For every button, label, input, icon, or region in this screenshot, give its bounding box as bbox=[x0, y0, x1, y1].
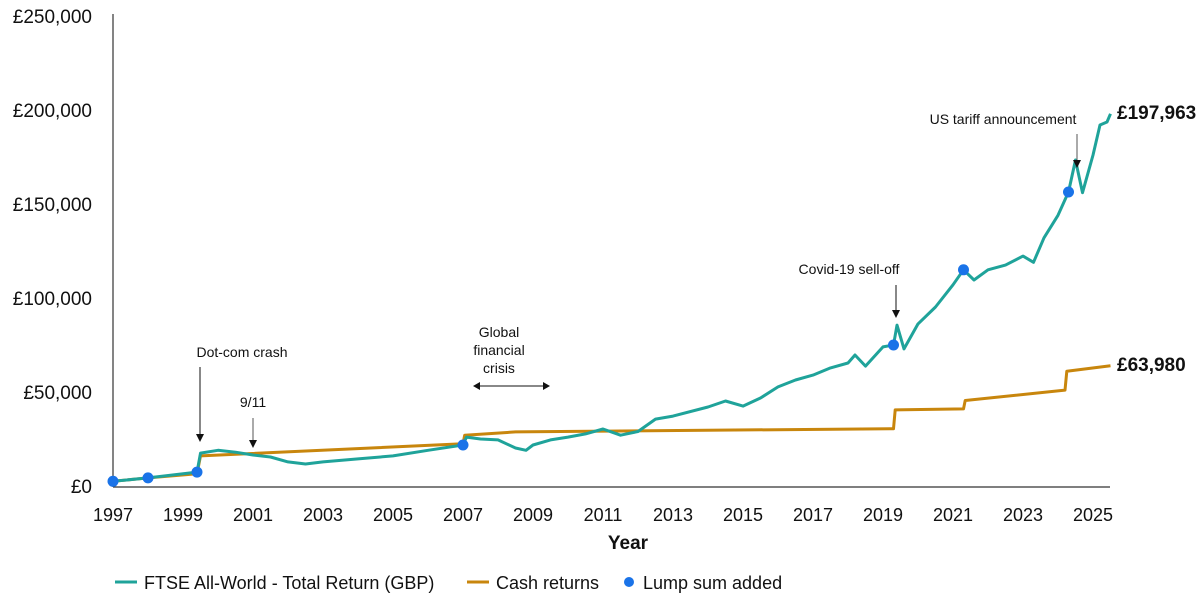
annotation-tariff: US tariff announcement bbox=[930, 111, 1077, 127]
lump-sum-marker bbox=[1063, 186, 1074, 198]
arrow-dotcom bbox=[196, 367, 204, 442]
series-line-ftse bbox=[112, 113, 1112, 483]
x-axis-title: Year bbox=[608, 533, 649, 554]
x-tick-label: 2013 bbox=[653, 505, 693, 525]
annotation-covid: Covid-19 sell-off bbox=[799, 261, 900, 277]
lump-sum-marker bbox=[191, 466, 203, 478]
x-tick-label: 2009 bbox=[513, 505, 553, 525]
arrow-tariff bbox=[1073, 134, 1081, 168]
x-tick-label: 2017 bbox=[793, 505, 833, 525]
annotation-dotcom: Dot-com crash bbox=[196, 344, 287, 360]
y-tick-label: £100,000 bbox=[13, 289, 92, 310]
y-tick-label: £50,000 bbox=[23, 383, 92, 404]
legend: FTSE All-World - Total Return (GBP) Cash… bbox=[115, 573, 782, 593]
y-tick-label: £250,000 bbox=[13, 7, 92, 28]
x-tick-label: 2021 bbox=[933, 505, 973, 525]
lump-sum-marker bbox=[457, 439, 469, 451]
x-tick-label: 2011 bbox=[584, 505, 623, 525]
x-tick-label: 2005 bbox=[373, 505, 413, 525]
lump-sum-marker bbox=[142, 472, 154, 484]
arrow-911 bbox=[249, 418, 257, 448]
x-tick-label: 2007 bbox=[443, 505, 483, 525]
annotation-911: 9/11 bbox=[240, 394, 266, 410]
y-tick-label: £150,000 bbox=[13, 195, 92, 216]
y-tick-label: £0 bbox=[71, 477, 92, 498]
double-arrow-gfc bbox=[473, 382, 550, 390]
annotation-gfc-line1: Global bbox=[479, 324, 519, 340]
annotation-gfc-line2: financial bbox=[473, 342, 524, 358]
legend-swatch-lump-sum bbox=[624, 577, 634, 587]
x-tick-label: 2003 bbox=[303, 505, 343, 525]
annotation-gfc-line3: crisis bbox=[483, 360, 515, 376]
x-tick-label: 2023 bbox=[1003, 505, 1043, 525]
end-label-ftse: £197,963 bbox=[1117, 103, 1196, 124]
x-tick-label: 1999 bbox=[163, 505, 203, 525]
lump-sum-marker bbox=[107, 475, 119, 487]
lump-sum-marker bbox=[888, 339, 899, 351]
x-tick-label: 2019 bbox=[863, 505, 903, 525]
y-tick-label: £200,000 bbox=[13, 101, 92, 122]
end-label-cash: £63,980 bbox=[1117, 355, 1186, 376]
series-line-cash bbox=[112, 364, 1111, 483]
legend-label-ftse: FTSE All-World - Total Return (GBP) bbox=[144, 573, 434, 593]
legend-label-cash: Cash returns bbox=[496, 573, 599, 593]
x-tick-label: 2001 bbox=[233, 505, 273, 525]
lump-sum-marker bbox=[958, 264, 969, 276]
x-tick-label: 1997 bbox=[93, 505, 133, 525]
x-tick-label: 2025 bbox=[1073, 505, 1113, 525]
arrow-covid bbox=[892, 285, 900, 318]
x-tick-label: 2015 bbox=[723, 505, 763, 525]
legend-label-lump-sum: Lump sum added bbox=[643, 573, 782, 593]
